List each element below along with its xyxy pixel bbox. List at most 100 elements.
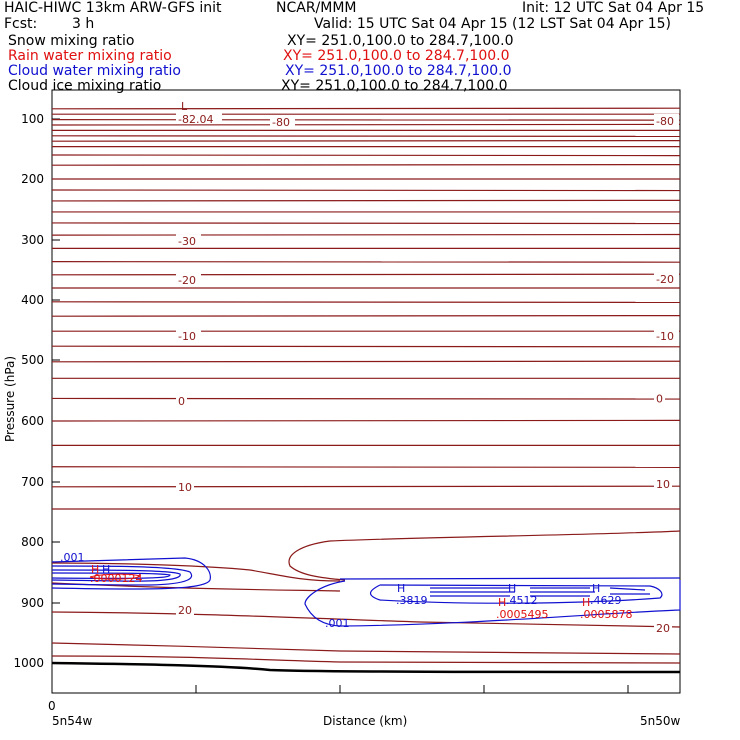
- temperature-label: 0: [178, 395, 185, 408]
- temperature-label-bg: [654, 621, 672, 634]
- temperature-label-bg: [654, 476, 672, 489]
- y-tick-label-800: 800: [21, 535, 44, 549]
- isotherm-line: [51, 360, 681, 363]
- isotherm-line: [51, 135, 681, 137]
- isotherm-line: [51, 273, 681, 276]
- forecast-label: Fcst:: [4, 16, 38, 32]
- cloud-water-contours: [51, 557, 681, 627]
- y-axis-label: Pressure (hPa): [3, 356, 17, 442]
- temperature-label-bg: [176, 234, 201, 247]
- org-label: NCAR/MMM: [276, 0, 357, 16]
- x-right-location: 5n50w: [640, 714, 681, 728]
- temperature-label: -10: [656, 330, 674, 343]
- cloud-water-label-left: .001: [60, 551, 85, 564]
- temperature-labels: -82.04 -80 -80 -30 -20 -20 -10 -10 0 0 10 10 20 20: [176, 112, 679, 635]
- isotherm-line: [51, 466, 681, 468]
- temperature-label-bg: [176, 479, 194, 492]
- isotherm-line: [51, 261, 681, 263]
- isotherm-990: [51, 655, 681, 664]
- isotherm-curve-lower: [51, 562, 341, 582]
- y-tick-label-500: 500: [21, 353, 44, 367]
- low-marker: L: [181, 100, 188, 113]
- temperature-label-bg: [270, 115, 295, 127]
- temperature-label: 20: [178, 604, 192, 617]
- cloud-water-label-bottom: .001: [325, 617, 350, 630]
- valid-time: Valid: 15 UTC Sat 04 Apr 15 (12 LST Sat …: [314, 16, 672, 32]
- isotherm-960: [51, 642, 681, 655]
- x-axis-label: Distance (km): [323, 714, 407, 728]
- field-xy-rain: XY= 251.0,100.0 to 284.7,100.0: [283, 48, 510, 64]
- isotherm-line: [51, 301, 681, 303]
- rain-high-3: H: [582, 596, 590, 609]
- isotherm-line: [51, 485, 681, 488]
- cloud-water-max-1: .3819: [396, 594, 428, 607]
- y-axis-tick-labels: 100 200 300 400 500 600 700 800 900 1000: [13, 112, 44, 670]
- temperature-label: -80: [272, 116, 290, 129]
- temperature-contours: [51, 107, 681, 510]
- isotherm-line: [51, 189, 681, 192]
- temperature-label-bg: [176, 329, 201, 341]
- temperature-label: 0: [656, 392, 663, 405]
- rain-label-left: .0000124: [90, 572, 143, 585]
- cloud-water-max-2: .4512: [506, 594, 538, 607]
- isotherm-line: [51, 419, 681, 422]
- cloud-water-high-left: H: [102, 563, 110, 576]
- field-name-cloud-water: Cloud water mixing ratio: [8, 63, 181, 79]
- forecast-value: 3 h: [72, 16, 95, 32]
- temperature-label-bg: [654, 272, 679, 284]
- temperature-label-bg: [176, 603, 194, 616]
- isotherm-line: [51, 164, 681, 166]
- isotherm-line: [51, 140, 681, 142]
- isotherm-line: [51, 199, 681, 202]
- cloud-water-max-3: .4629: [590, 594, 622, 607]
- isotherm-line: [51, 222, 681, 225]
- temperature-label: 10: [656, 478, 670, 491]
- temperature-label: -10: [178, 330, 196, 343]
- y-tick-label-100: 100: [21, 112, 44, 126]
- temperature-label-bg: [176, 393, 187, 406]
- y-tick-label-200: 200: [21, 172, 44, 186]
- temperature-label: 10: [178, 481, 192, 494]
- model-title: HAIC-HIWC 13km ARW-GFS init: [4, 0, 222, 16]
- x-tick-zero: 0: [48, 699, 56, 713]
- temperature-label: 20: [656, 622, 670, 635]
- temperature-label-bg: [654, 391, 665, 404]
- isotherm-line: [51, 118, 681, 121]
- isotherm-20: [51, 611, 681, 628]
- y-tick-label-600: 600: [21, 414, 44, 428]
- y-tick-label-900: 900: [21, 596, 44, 610]
- y-tick-label-300: 300: [21, 233, 44, 247]
- rain-high-2: H: [498, 596, 506, 609]
- rain-label-3: .0005878: [580, 608, 633, 621]
- cloud-water-high-1: H: [397, 582, 405, 595]
- temperature-label-bg: [654, 113, 679, 126]
- rain-label-2: .0005495: [496, 608, 549, 621]
- temperature-label-bg: [176, 273, 201, 286]
- plot-frame: [51, 89, 681, 694]
- y-tick-label-700: 700: [21, 475, 44, 489]
- isotherm-line: [51, 107, 681, 110]
- x-left-location: 5n54w: [52, 714, 93, 728]
- temperature-label: -20: [656, 273, 674, 286]
- temperature-label: -82.04: [178, 113, 213, 126]
- field-name-snow: Snow mixing ratio: [8, 33, 135, 49]
- field-xy-snow: XY= 251.0,100.0 to 284.7,100.0: [287, 33, 514, 49]
- isotherm-line: [51, 315, 681, 317]
- isotherm-line: [51, 154, 681, 157]
- field-name-rain: Rain water mixing ratio: [8, 48, 172, 64]
- temperature-label: -30: [178, 235, 196, 248]
- cloud-water-high-2: H: [508, 582, 516, 595]
- x-axis-ticks: [195, 685, 629, 693]
- isotherm-curve-upper: [288, 530, 681, 581]
- isotherm-line: [51, 123, 681, 126]
- y-tick-label-1000: 1000: [13, 656, 44, 670]
- temperature-label: -20: [178, 274, 196, 287]
- isotherm-line: [51, 397, 681, 400]
- field-xy-cloud-water: XY= 251.0,100.0 to 284.7,100.0: [285, 63, 512, 79]
- temperature-label: -80: [656, 115, 674, 128]
- isotherm-line: [51, 233, 681, 236]
- init-time: Init: 12 UTC Sat 04 Apr 15: [522, 0, 705, 16]
- rain-high-left: H: [91, 563, 99, 576]
- rain-contours: [89, 573, 142, 580]
